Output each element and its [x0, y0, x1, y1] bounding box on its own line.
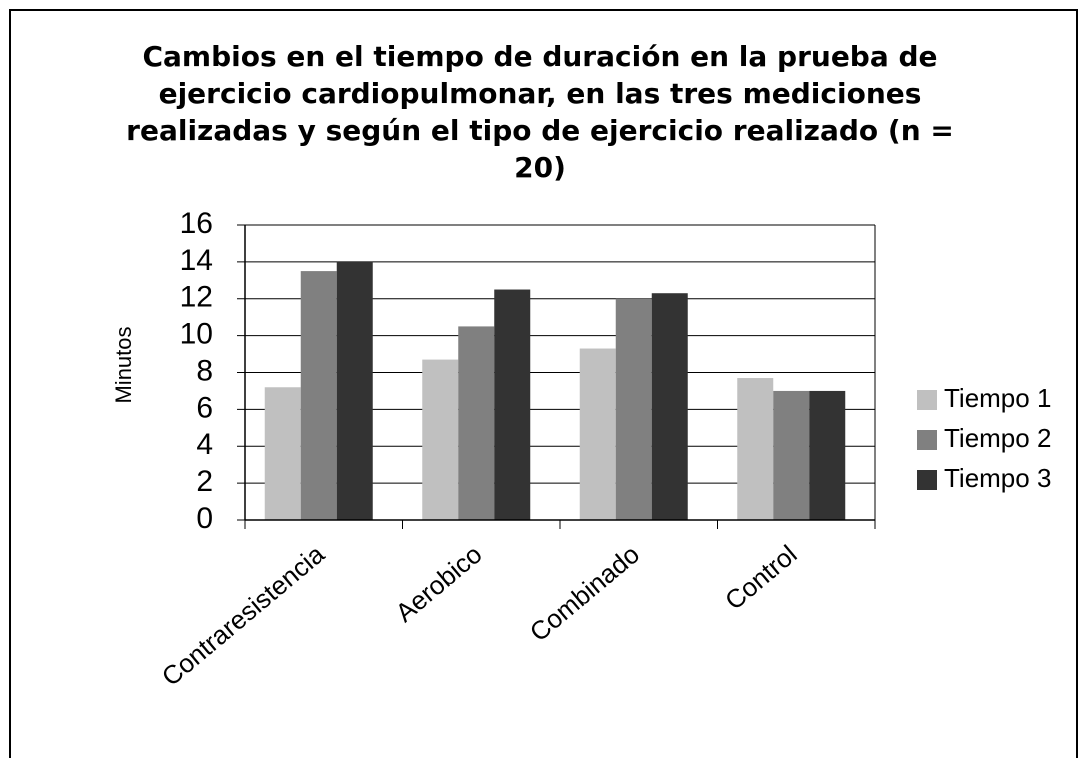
y-tick-label: 4	[196, 428, 213, 461]
legend-swatch	[917, 470, 937, 490]
x-tick-label: Combinado	[524, 539, 645, 647]
bar	[809, 390, 846, 520]
frame	[9, 9, 1078, 758]
y-tick-label: 2	[196, 465, 213, 498]
x-tick-label: Contraresistencia	[156, 539, 331, 692]
y-tick-label: 16	[180, 207, 213, 240]
y-tick-label: 6	[196, 391, 213, 424]
legend-label: Tiempo 2	[944, 423, 1051, 453]
bar	[651, 293, 688, 520]
bar	[773, 390, 810, 520]
x-tick-label: Control	[719, 539, 802, 616]
bar	[458, 326, 495, 520]
y-tick-label: 12	[180, 281, 213, 314]
y-tick-label: 10	[180, 318, 213, 351]
bar	[422, 359, 459, 520]
bar	[300, 271, 337, 520]
y-tick-label: 8	[196, 354, 213, 387]
bar	[615, 298, 652, 520]
legend-label: Tiempo 1	[944, 383, 1051, 413]
legend-label: Tiempo 3	[944, 463, 1051, 493]
bar	[336, 261, 373, 520]
y-tick-label: 0	[196, 502, 213, 535]
bar	[494, 289, 531, 520]
legend-swatch	[917, 390, 937, 410]
bar	[737, 378, 774, 520]
y-tick-label: 14	[180, 244, 213, 277]
bar	[264, 387, 301, 520]
chart-title: Cambios en el tiempo de duración en la p…	[126, 40, 954, 184]
x-tick-label: Aerobico	[390, 539, 488, 628]
bar	[579, 348, 616, 520]
legend-swatch	[917, 430, 937, 450]
y-axis-label: Minutos	[111, 326, 136, 403]
